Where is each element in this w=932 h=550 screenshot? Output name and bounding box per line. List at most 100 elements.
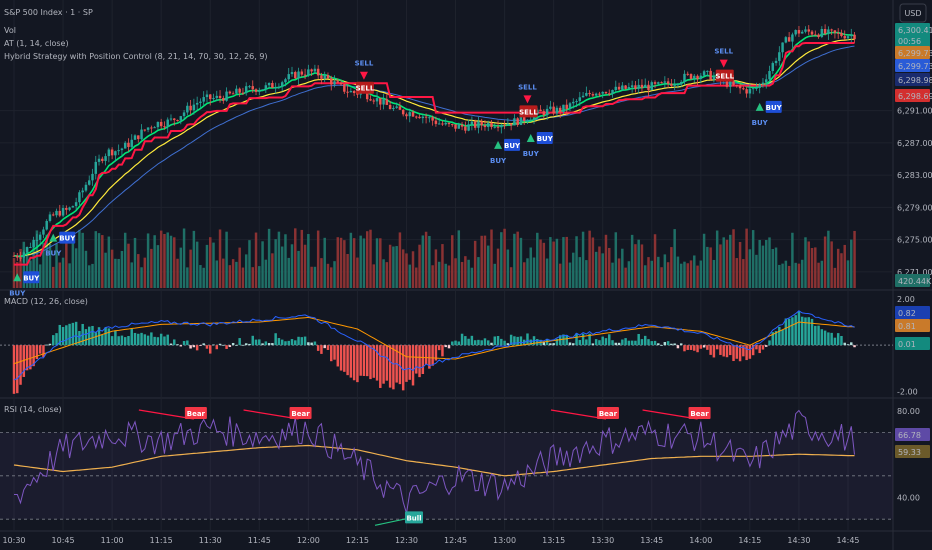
macd-histogram-bar — [732, 345, 735, 362]
sell-badge[interactable] — [355, 81, 374, 94]
time-tick-label: 14:45 — [836, 536, 859, 545]
volume-bar — [290, 244, 294, 288]
candle-body — [751, 88, 755, 90]
volume-bar — [326, 263, 330, 288]
bear-badge[interactable] — [688, 407, 711, 419]
macd-histogram-bar — [153, 336, 156, 346]
macd-histogram-bar — [480, 340, 483, 346]
candle-body — [244, 86, 248, 94]
volume-bar — [797, 263, 801, 288]
signal-badge[interactable] — [895, 319, 930, 332]
macd-badge[interactable] — [895, 306, 930, 319]
currency-button[interactable] — [899, 3, 927, 23]
macd-histogram-bar — [127, 335, 130, 346]
candle-body — [840, 32, 843, 37]
candle-body — [506, 123, 510, 126]
macd-histogram-bar — [78, 330, 81, 346]
buy-badge[interactable] — [59, 231, 76, 244]
buy-badge[interactable] — [504, 138, 521, 151]
macd-histogram-bar — [284, 341, 287, 346]
macd-histogram-bar — [107, 328, 111, 346]
candle-body — [55, 210, 58, 216]
macd-histogram-bar — [120, 335, 124, 346]
buy-badge[interactable] — [536, 132, 553, 145]
volume-bar — [784, 260, 788, 288]
bear-badge[interactable] — [184, 407, 207, 419]
rsi-badge[interactable] — [895, 428, 930, 441]
bull-badge-label: Bull — [406, 514, 421, 522]
candle-body — [91, 173, 94, 181]
countdown-badge[interactable] — [895, 34, 930, 47]
macd-histogram-bar — [401, 345, 405, 391]
rsi-ma-badge[interactable] — [895, 445, 930, 458]
candle-body — [238, 88, 241, 93]
symbol-title[interactable]: S&P 500 Index · 1 · SP — [4, 8, 93, 17]
buy-arrow-icon — [13, 273, 22, 282]
macd-histogram-bar — [627, 340, 631, 346]
last-price-badge[interactable] — [895, 23, 930, 36]
volume-bar — [643, 265, 647, 288]
buy-badge[interactable] — [23, 271, 40, 284]
volume-bar — [532, 257, 536, 288]
at-legend[interactable]: AT (1, 14, close) — [4, 39, 69, 48]
candle-body — [588, 92, 591, 95]
vol-legend[interactable]: Vol — [4, 26, 16, 35]
time-axis[interactable]: 10:30 10:45 11:00 11:15 11:30 11:45 12:00 12:15… — [2, 536, 859, 545]
bear-badge[interactable] — [596, 407, 619, 419]
candle-body — [437, 123, 441, 125]
stop-badge[interactable] — [895, 89, 930, 102]
volume-bar — [117, 258, 120, 288]
macd-histogram-bar — [431, 345, 434, 366]
histogram-badge[interactable] — [895, 337, 930, 350]
volume-bar — [509, 267, 513, 288]
volume-bar — [850, 239, 853, 288]
macd-histogram-bar — [388, 345, 392, 388]
rsi-legend[interactable]: RSI (14, close) — [4, 405, 62, 414]
strategy-legend[interactable]: Hybrid Strategy with Position Control (8… — [4, 52, 268, 61]
volume-bar — [549, 237, 552, 288]
candle-body — [617, 86, 621, 90]
volume-bar — [558, 263, 562, 288]
bull-badge[interactable] — [405, 511, 424, 524]
rsi-pane[interactable]: Bear Bear Bull Bear Bear — [0, 407, 893, 526]
price-axis[interactable]: 6,271.00 6,275.00 6,279.00 6,283.00 6,287.00… — [895, 23, 932, 503]
candle-body — [516, 118, 519, 126]
macd-histogram-bar — [748, 345, 752, 359]
volume-bar — [310, 266, 313, 288]
macd-legend[interactable]: MACD (12, 26, close) — [4, 297, 88, 306]
ema-badge[interactable] — [895, 46, 930, 59]
macd-histogram-bar — [287, 340, 290, 346]
candle-body — [408, 112, 411, 117]
volume-bar — [823, 236, 827, 288]
buy-badge[interactable] — [765, 100, 782, 113]
macd-histogram-bar — [794, 315, 797, 346]
volume-bar — [529, 247, 532, 288]
volume-badge[interactable] — [895, 274, 930, 287]
candle-body — [182, 112, 186, 117]
volume-bar — [166, 232, 169, 288]
volume-bar — [735, 258, 739, 288]
macd-histogram-bar — [199, 345, 202, 346]
sell-badge[interactable] — [519, 105, 538, 118]
volume-bar — [568, 262, 572, 288]
candle-body — [42, 229, 45, 235]
ema-navy-badge[interactable] — [895, 73, 930, 86]
macd-histogram-bar — [729, 345, 732, 356]
candle-body — [395, 106, 398, 108]
macd-histogram-bar — [464, 336, 467, 346]
macd-histogram-bar — [150, 332, 153, 346]
macd-pane[interactable] — [0, 310, 893, 394]
price-pane[interactable]: BUYBUYBUYBUYSELLSELLBUYBUYSELLSELLBUYBUY… — [9, 24, 856, 297]
sell-badge[interactable] — [715, 69, 734, 82]
volume-bar — [159, 230, 163, 288]
volume-bar — [244, 254, 248, 288]
macd-histogram-bar — [735, 345, 739, 359]
ema-blue-badge[interactable] — [895, 59, 930, 72]
sell-arrow-icon — [523, 95, 532, 104]
candle-body — [653, 82, 657, 84]
volume-bar — [78, 229, 81, 288]
bear-badge[interactable] — [289, 407, 312, 419]
volume-bar — [516, 231, 519, 288]
volume-bar — [660, 267, 663, 288]
